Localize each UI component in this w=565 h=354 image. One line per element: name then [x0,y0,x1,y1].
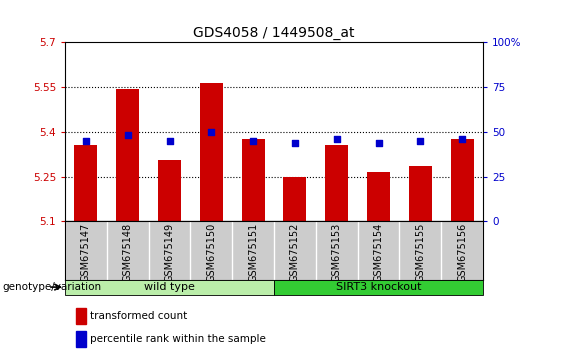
Text: GSM675149: GSM675149 [164,223,175,282]
Bar [409,166,432,221]
Bar [274,280,483,295]
Bar [451,139,473,221]
Bar [325,145,348,221]
Point [416,138,425,144]
Bar [158,160,181,221]
Point [290,140,299,145]
Text: GSM675154: GSM675154 [373,223,384,282]
Text: SIRT3 knockout: SIRT3 knockout [336,282,421,292]
Bar [200,83,223,221]
Point [374,140,383,145]
Text: transformed count: transformed count [90,311,187,321]
Text: genotype/variation: genotype/variation [3,282,102,292]
Text: GSM675152: GSM675152 [290,223,300,282]
Bar [65,280,274,295]
Text: percentile rank within the sample: percentile rank within the sample [90,334,266,344]
Point [81,138,90,144]
Bar [116,88,139,221]
Text: GSM675153: GSM675153 [332,223,342,282]
Text: GSM675150: GSM675150 [206,223,216,282]
Bar [75,145,97,221]
Point [207,129,216,135]
Bar [367,172,390,221]
Title: GDS4058 / 1449508_at: GDS4058 / 1449508_at [193,26,355,40]
Point [165,138,174,144]
Text: GSM675147: GSM675147 [81,223,91,282]
Text: GSM675148: GSM675148 [123,223,133,282]
Point [123,133,132,138]
Bar [242,139,264,221]
Point [249,138,258,144]
Text: GSM675156: GSM675156 [457,223,467,282]
Bar [284,177,306,221]
Point [332,136,341,142]
Text: GSM675151: GSM675151 [248,223,258,282]
Text: GSM675155: GSM675155 [415,223,425,282]
Text: wild type: wild type [144,282,195,292]
Point [458,136,467,142]
